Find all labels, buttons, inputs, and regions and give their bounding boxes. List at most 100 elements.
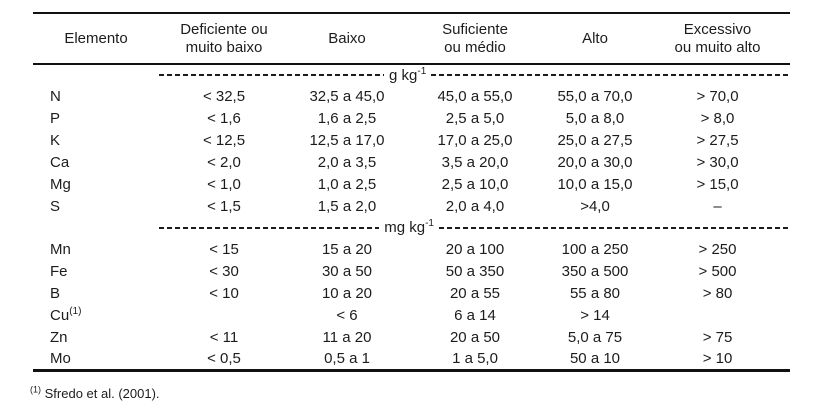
table-body: g kg-1 N < 32,5 32,5 a 45,0 45,0 a 55,0 55,0 … — [33, 64, 790, 370]
element-cell: Ca — [50, 153, 70, 171]
unit-line: g kg-1 — [159, 65, 790, 84]
value-cell: > 10 — [702, 349, 733, 367]
value-cell: > 14 — [580, 306, 610, 324]
value-cell: 5,0 a 8,0 — [565, 109, 625, 127]
footnote: (1) Sfredo et al. (2001). — [30, 384, 160, 401]
value-cell — [645, 304, 790, 326]
table-row-p: P < 1,6 1,6 a 2,5 2,5 a 5,0 5,0 a 8,0 > 8,0 — [33, 107, 790, 129]
value-cell: > 500 — [698, 262, 737, 280]
value-cell: 32,5 a 45,0 — [309, 87, 385, 105]
element-cell: N — [50, 87, 61, 105]
unit-row-0: g kg-1 — [33, 64, 790, 85]
table-row-ca: Ca < 2,0 2,0 a 3,5 3,5 a 20,0 20,0 a 30,0 > 3… — [33, 151, 790, 173]
value-cell: – — [713, 197, 722, 215]
value-cell: 100 a 250 — [561, 240, 629, 258]
value-cell: 20,0 a 30,0 — [557, 153, 633, 171]
value-cell: > 8,0 — [700, 109, 735, 127]
value-cell: 1,5 a 2,0 — [317, 197, 377, 215]
column-header-elemento: Elemento — [33, 13, 159, 65]
value-cell: > 250 — [698, 240, 737, 258]
value-cell: 55,0 a 70,0 — [557, 87, 633, 105]
value-cell: 5,0 a 75 — [567, 328, 623, 346]
value-cell: 10 a 20 — [321, 284, 373, 302]
value-cell: < 1,5 — [207, 197, 241, 215]
table-row-fe: Fe < 30 30 a 50 50 a 350 350 a 500 > 500 — [33, 260, 790, 282]
unit-row-spacer — [33, 64, 159, 85]
value-cell: > 80 — [702, 284, 733, 302]
footnote-marker: (1) — [30, 384, 41, 395]
value-cell: < 0,5 — [207, 349, 241, 367]
header-row: Elemento Deficiente ou muito baixo Baixo Su… — [33, 13, 790, 65]
table-row-n: N < 32,5 32,5 a 45,0 45,0 a 55,0 55,0 a 70,0… — [33, 85, 790, 107]
unit-cell: g kg-1 — [159, 64, 790, 85]
value-cell — [159, 304, 289, 326]
value-cell: 2,0 a 4,0 — [445, 197, 505, 215]
value-cell: 2,5 a 5,0 — [445, 109, 505, 127]
dashed-rule-right — [439, 226, 790, 229]
value-cell: < 30 — [209, 262, 239, 280]
value-cell: < 1,0 — [207, 175, 241, 193]
element-cell: Fe — [50, 262, 68, 280]
value-cell: 0,5 a 1 — [324, 349, 370, 367]
table-row-s: S < 1,5 1,5 a 2,0 2,0 a 4,0 >4,0 – — [33, 195, 790, 217]
value-cell: > 15,0 — [696, 175, 739, 193]
value-cell: 11 a 20 — [322, 328, 372, 346]
element-cell: Mg — [50, 175, 71, 193]
column-header-5: Excessivo ou muito alto — [645, 13, 790, 65]
value-cell: 20 a 55 — [449, 284, 501, 302]
value-cell: 350 a 500 — [561, 262, 629, 280]
table-header: Elemento Deficiente ou muito baixo Baixo Su… — [33, 13, 790, 65]
value-cell: 15 a 20 — [321, 240, 373, 258]
element-footnote-marker: (1) — [69, 305, 82, 317]
element-cell: S — [50, 197, 61, 215]
element-cell: P — [50, 109, 61, 127]
unit-cell: mg kg-1 — [159, 217, 790, 238]
table-row-mn: Mn < 15 15 a 20 20 a 100 100 a 250 > 250 — [33, 238, 790, 260]
value-cell: 20 a 100 — [445, 240, 505, 258]
value-cell: < 1,6 — [207, 109, 241, 127]
value-cell: 10,0 a 15,0 — [557, 175, 633, 193]
table-row-k: K < 12,5 12,5 a 17,0 17,0 a 25,0 25,0 a 27,5… — [33, 129, 790, 151]
unit-exponent: -1 — [417, 65, 427, 77]
value-cell: 25,0 a 27,5 — [557, 131, 633, 149]
unit-line: mg kg-1 — [159, 219, 790, 236]
footnote-text: Sfredo et al. (2001). — [44, 386, 160, 401]
dashed-rule-right — [431, 74, 790, 76]
element-cell: B — [50, 284, 61, 302]
element-cell: Cu(1) — [50, 305, 82, 324]
unit-label: mg kg-1 — [384, 218, 434, 237]
nutrient-interpretation-table: Elemento Deficiente ou muito baixo Baixo Su… — [33, 12, 790, 372]
value-cell: < 15 — [209, 240, 239, 258]
element-cell: K — [50, 131, 61, 149]
value-cell: < 12,5 — [202, 131, 246, 149]
value-cell: > 27,5 — [696, 131, 739, 149]
table-row-mg: Mg < 1,0 1,0 a 2,5 2,5 a 10,0 10,0 a 15,0 > 1… — [33, 173, 790, 195]
value-cell: 6 a 14 — [454, 306, 496, 324]
element-cell: Mn — [50, 240, 71, 258]
value-cell: 1 a 5,0 — [452, 349, 498, 367]
value-cell: 3,5 a 20,0 — [441, 153, 509, 171]
value-cell: > 75 — [702, 328, 733, 346]
table-row-cu: Cu(1) < 6 6 a 14 > 14 — [33, 304, 790, 326]
value-cell: 17,0 a 25,0 — [437, 131, 513, 149]
table-row-b: B < 10 10 a 20 20 a 55 55 a 80 > 80 — [33, 282, 790, 304]
dashed-rule-left — [159, 226, 380, 229]
column-header-3: Suficiente ou médio — [405, 13, 545, 65]
value-cell: > 70,0 — [696, 87, 739, 105]
value-cell: 55 a 80 — [569, 284, 621, 302]
value-cell: 1,0 a 2,5 — [317, 175, 377, 193]
value-cell: 2,0 a 3,5 — [317, 153, 377, 171]
element-cell: Mo — [50, 349, 71, 367]
value-cell: < 32,5 — [202, 87, 246, 105]
value-cell: 12,5 a 17,0 — [309, 131, 385, 149]
value-cell: 50 a 350 — [445, 262, 505, 280]
value-cell: < 2,0 — [207, 153, 241, 171]
column-header-1: Deficiente ou muito baixo — [159, 13, 289, 65]
value-cell: 30 a 50 — [321, 262, 373, 280]
value-cell: < 6 — [336, 306, 358, 324]
column-header-2: Baixo — [289, 13, 405, 65]
value-cell: 50 a 10 — [569, 349, 621, 367]
table-row-zn: Zn < 11 11 a 20 20 a 50 5,0 a 75 > 75 — [33, 326, 790, 348]
unit-exponent: -1 — [425, 218, 434, 229]
